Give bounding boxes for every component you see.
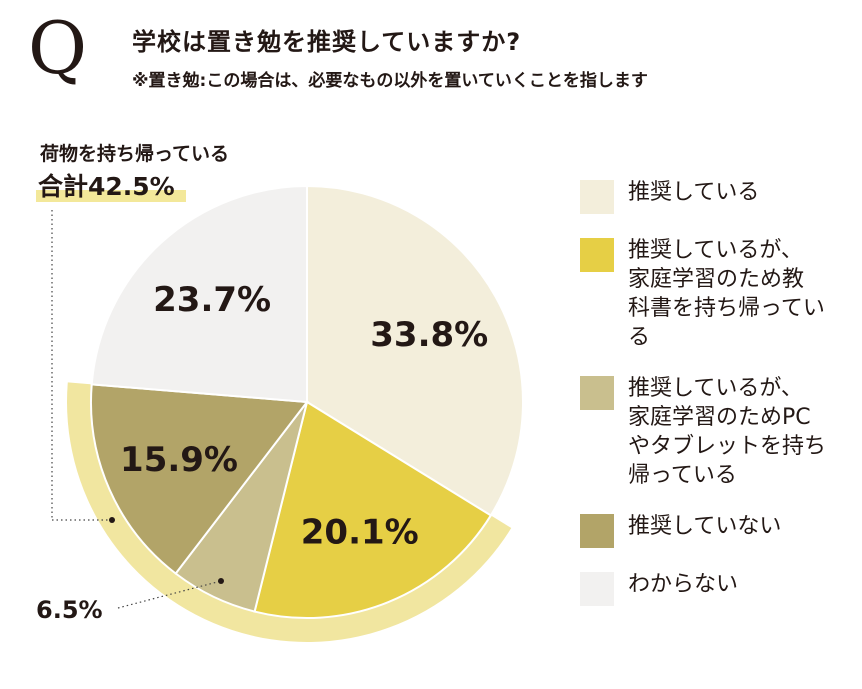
legend-label: 推奨しているが、 家庭学習のためPC やタブレットを持ち 帰っている [628,376,827,488]
pie-slice-label: 33.8% [370,315,488,355]
legend-label: 推奨しているが、 家庭学習のため教 科書を持ち帰ってい る [628,238,825,350]
legend-swatch [580,238,614,272]
pie-slice-label: 20.1% [301,513,419,553]
legend-label: 推奨していない [628,514,782,539]
group-total: 合計42.5% [38,172,175,201]
legend-swatch [580,180,614,214]
callouts: 荷物を持ち帰っている 合計42.5% 6.5% [36,142,229,624]
legend: 推奨している 推奨しているが、 家庭学習のため教 科書を持ち帰ってい る 推奨し… [580,178,850,628]
pie-slice-labels: 33.8% 20.1% 15.9% 23.7% [120,280,488,553]
pie-slice [253,400,493,619]
pie-slice [90,383,309,575]
pie-slice [90,184,308,404]
legend-item: 推奨しているが、 家庭学習のため教 科書を持ち帰ってい る [580,236,850,352]
small-slice-value: 6.5% [36,596,103,624]
legend-swatch [580,376,614,410]
pie-slice-label: 15.9% [120,440,238,480]
legend-swatch [580,514,614,548]
question-mark-q: Q [28,6,88,90]
legend-item: わからない [580,570,850,606]
legend-label: 推奨している [628,180,760,205]
legend-swatch [580,572,614,606]
question-title: 学校は置き勉を推奨していますか? [132,28,522,56]
legend-label: わからない [628,572,739,597]
legend-item: 推奨しているが、 家庭学習のためPC やタブレットを持ち 帰っている [580,374,850,490]
pie-slice [306,184,524,517]
pie-slice-label: 23.7% [153,280,271,320]
group-total-underline [36,190,186,202]
group-caption: 荷物を持ち帰っている [40,142,229,165]
question-note: ※置き勉:この場合は、必要なもの以外を置いていくことを指します [132,71,648,91]
legend-item: 推奨していない [580,512,850,548]
small-slice-leader-dot [218,578,224,584]
pie-slices [90,184,524,619]
group-leader-dot [109,517,115,523]
legend-item: 推奨している [580,178,850,214]
